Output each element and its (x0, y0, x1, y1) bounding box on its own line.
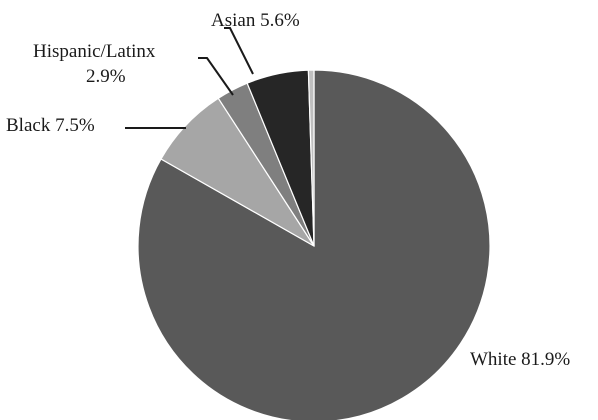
slice-label-white: White 81.9% (470, 349, 570, 370)
slice-label-asian: Asian 5.6% (211, 10, 300, 31)
pie-slices (137, 69, 491, 420)
leader-line-asian (224, 27, 254, 75)
leader-line-hispanic (198, 57, 234, 96)
slice-label-hispanic-value: 2.9% (86, 66, 126, 87)
pie-slice-other (307, 69, 315, 247)
slice-label-hispanic-name: Hispanic/Latinx (33, 41, 156, 62)
slice-label-black: Black 7.5% (6, 115, 95, 136)
